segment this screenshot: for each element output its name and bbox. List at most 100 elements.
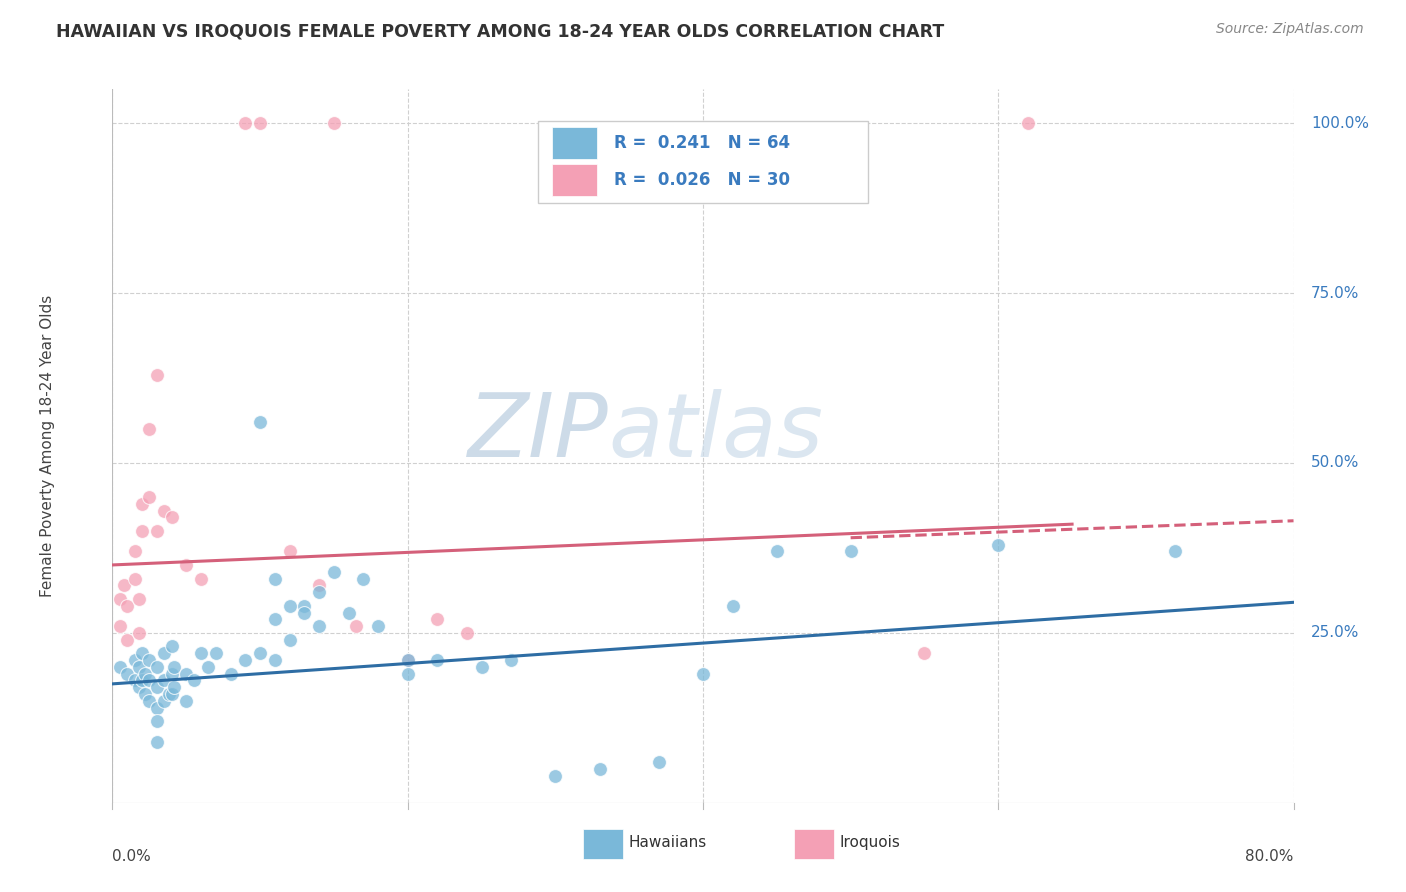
- Point: [197, 660, 219, 674]
- Point: [153, 503, 176, 517]
- Point: [124, 673, 146, 688]
- Text: Female Poverty Among 18-24 Year Olds: Female Poverty Among 18-24 Year Olds: [39, 295, 55, 597]
- Point: [190, 646, 212, 660]
- Point: [174, 694, 197, 708]
- Text: ZIP: ZIP: [468, 389, 609, 475]
- Point: [112, 578, 135, 592]
- Point: [153, 694, 176, 708]
- Text: 50.0%: 50.0%: [1312, 456, 1360, 470]
- Point: [153, 673, 176, 688]
- Point: [278, 599, 301, 613]
- Point: [344, 619, 367, 633]
- Text: R =  0.026   N = 30: R = 0.026 N = 30: [614, 171, 790, 189]
- Point: [190, 572, 212, 586]
- Point: [117, 632, 138, 647]
- Point: [160, 640, 183, 654]
- Point: [138, 490, 160, 504]
- Point: [205, 646, 228, 660]
- Text: Iroquois: Iroquois: [839, 836, 900, 850]
- Point: [124, 572, 146, 586]
- Point: [128, 626, 150, 640]
- Point: [233, 653, 256, 667]
- Point: [108, 619, 131, 633]
- Point: [146, 680, 169, 694]
- Text: Hawaiians: Hawaiians: [628, 836, 707, 850]
- Point: [146, 714, 169, 729]
- Point: [1164, 544, 1187, 558]
- Point: [146, 700, 169, 714]
- Point: [470, 660, 494, 674]
- Point: [117, 599, 138, 613]
- FancyBboxPatch shape: [537, 121, 869, 203]
- Text: HAWAIIAN VS IROQUOIS FEMALE POVERTY AMONG 18-24 YEAR OLDS CORRELATION CHART: HAWAIIAN VS IROQUOIS FEMALE POVERTY AMON…: [56, 22, 945, 40]
- Point: [174, 558, 197, 572]
- Point: [153, 646, 176, 660]
- Point: [128, 591, 150, 606]
- Point: [647, 755, 671, 769]
- Point: [138, 673, 160, 688]
- Point: [183, 673, 205, 688]
- Point: [721, 599, 744, 613]
- Point: [146, 368, 169, 382]
- Point: [124, 653, 146, 667]
- Point: [131, 497, 153, 511]
- Text: 0.0%: 0.0%: [112, 849, 152, 864]
- Point: [128, 680, 150, 694]
- Point: [264, 653, 287, 667]
- Point: [124, 544, 146, 558]
- Point: [138, 694, 160, 708]
- Text: R =  0.241   N = 64: R = 0.241 N = 64: [614, 134, 790, 152]
- Point: [160, 510, 183, 524]
- Point: [134, 687, 156, 701]
- Point: [163, 680, 186, 694]
- Point: [174, 666, 197, 681]
- Point: [396, 653, 419, 667]
- Point: [160, 687, 183, 701]
- Point: [987, 537, 1010, 551]
- Point: [249, 646, 271, 660]
- Point: [766, 544, 789, 558]
- Point: [426, 612, 449, 626]
- Point: [544, 769, 567, 783]
- Point: [308, 619, 330, 633]
- Point: [292, 606, 315, 620]
- Point: [426, 653, 449, 667]
- Point: [249, 116, 271, 130]
- Text: 75.0%: 75.0%: [1312, 285, 1360, 301]
- Point: [131, 646, 153, 660]
- Point: [146, 734, 169, 748]
- Point: [146, 524, 169, 538]
- Point: [396, 666, 419, 681]
- Point: [117, 666, 138, 681]
- Point: [367, 619, 389, 633]
- Point: [501, 653, 523, 667]
- Point: [131, 524, 153, 538]
- Point: [337, 606, 360, 620]
- Point: [914, 646, 936, 660]
- Point: [588, 762, 610, 776]
- Point: [108, 660, 131, 674]
- Point: [692, 666, 714, 681]
- Point: [323, 565, 346, 579]
- Point: [219, 666, 242, 681]
- Point: [108, 591, 131, 606]
- Point: [396, 653, 419, 667]
- Point: [308, 578, 330, 592]
- Text: Source: ZipAtlas.com: Source: ZipAtlas.com: [1216, 22, 1364, 37]
- Point: [157, 687, 180, 701]
- Point: [134, 666, 156, 681]
- Text: 100.0%: 100.0%: [1312, 116, 1369, 131]
- Point: [456, 626, 478, 640]
- Text: atlas: atlas: [609, 389, 824, 475]
- Text: 80.0%: 80.0%: [1246, 849, 1294, 864]
- Point: [278, 632, 301, 647]
- Point: [292, 599, 315, 613]
- Point: [352, 572, 374, 586]
- Point: [160, 666, 183, 681]
- Point: [323, 116, 346, 130]
- Point: [146, 660, 169, 674]
- FancyBboxPatch shape: [551, 164, 596, 196]
- Point: [264, 612, 287, 626]
- Point: [1017, 116, 1039, 130]
- Point: [163, 660, 186, 674]
